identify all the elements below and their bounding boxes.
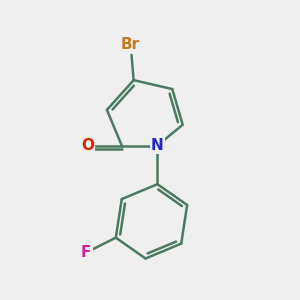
Text: N: N xyxy=(151,138,164,153)
Text: F: F xyxy=(81,245,91,260)
Text: O: O xyxy=(81,138,94,153)
Text: Br: Br xyxy=(121,37,140,52)
